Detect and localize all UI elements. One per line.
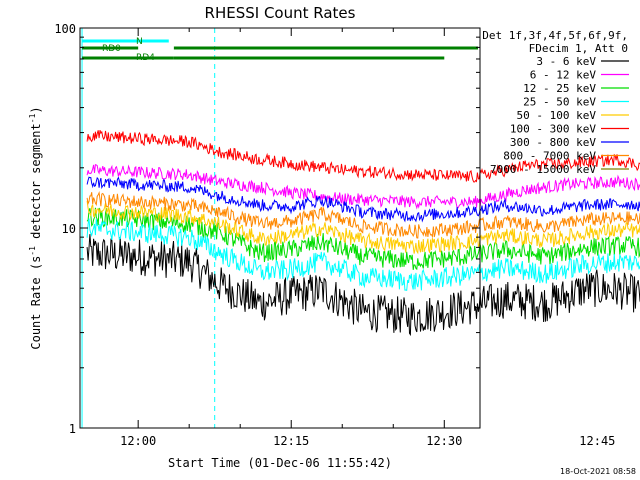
legend-entry-label: 100 - 300 keV xyxy=(510,123,596,136)
timestamp: 18-Oct-2021 08:58 xyxy=(560,467,636,476)
legend-entry-label: 6 - 12 keV xyxy=(530,69,597,82)
x-axis-label: Start Time (01-Dec-06 11:55:42) xyxy=(168,456,392,470)
y-tick-label: 10 xyxy=(62,222,76,236)
legend-header: FDecim 1, Att 0 xyxy=(529,42,628,55)
legend-entry-label: 3 - 6 keV xyxy=(536,55,596,68)
series-lines xyxy=(86,130,640,337)
y-axis-label-part: detector segment xyxy=(29,123,43,246)
flag-label-rd0: RD0 xyxy=(102,44,121,54)
plot-area: RD0 N RD4 xyxy=(81,28,640,428)
legend-entry-label: 7000 - 15000 keV xyxy=(490,163,596,176)
series-line xyxy=(86,130,640,183)
series-line xyxy=(86,176,640,223)
x-tick-label: 12:00 xyxy=(120,434,156,448)
y-axis-label: Count Rate (s-1 detector segment-1) xyxy=(28,106,43,349)
flag-bars: RD0 N RD4 xyxy=(82,37,478,63)
y-tick-label: 1 xyxy=(69,422,76,436)
y-axis-label-part: ) xyxy=(29,106,43,113)
y-tick-label: 100 xyxy=(54,22,76,36)
series-line xyxy=(86,207,640,271)
legend-entry-label: 25 - 50 keV xyxy=(523,96,596,109)
series-line xyxy=(86,218,640,291)
legend-entry-label: 300 - 800 keV xyxy=(510,136,596,149)
series-line xyxy=(86,164,640,210)
y-axis-label-part: Count Rate (s xyxy=(29,256,43,350)
series-line xyxy=(86,200,640,255)
legend-entry-label: 50 - 100 keV xyxy=(517,109,597,122)
legend-header: Det 1f,3f,4f,5f,6f,9f, xyxy=(482,29,628,42)
x-tick-label: 12:30 xyxy=(426,434,462,448)
chart-title: RHESSI Count Rates xyxy=(205,4,356,22)
y-axis-ticks: 1 10 100 xyxy=(54,22,480,436)
flag-label-n: N xyxy=(136,37,143,47)
legend: Det 1f,3f,4f,5f,6f,9f,FDecim 1, Att 03 -… xyxy=(482,29,629,176)
flag-label-rd4: RD4 xyxy=(136,53,155,63)
series-line xyxy=(86,191,640,239)
x-tick-label: 12:15 xyxy=(273,434,309,448)
x-tick-label: 12:45 xyxy=(579,434,615,448)
y-axis-label-superscript: -1 xyxy=(28,113,37,123)
series-line xyxy=(86,234,640,337)
y-axis-label-superscript: -1 xyxy=(28,246,37,256)
legend-entry-label: 12 - 25 keV xyxy=(523,82,596,95)
legend-entry-label: 800 - 7000 keV xyxy=(503,150,596,163)
